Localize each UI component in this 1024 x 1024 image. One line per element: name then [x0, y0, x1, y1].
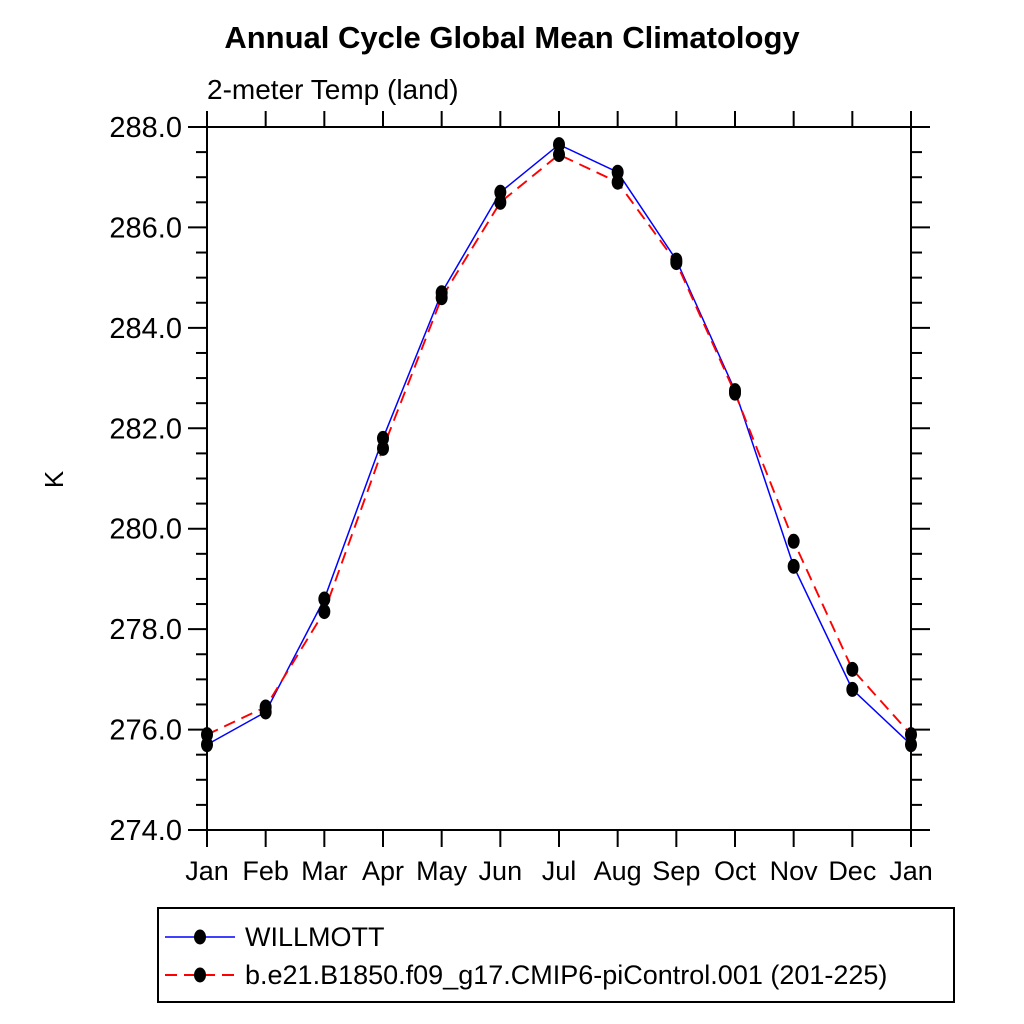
data-point-marker-1: [318, 604, 331, 620]
data-point-marker-0: [318, 591, 331, 607]
data-point-marker-1: [670, 255, 683, 271]
data-point-marker-1: [787, 533, 800, 549]
data-point-marker-1: [729, 385, 741, 401]
data-point-marker-0: [846, 681, 859, 697]
month-label: Mar: [301, 856, 348, 886]
data-point-marker-1: [553, 147, 565, 163]
legend-box: WILLMOTT b.e21.B1850.f09_g17.CMIP6-piCon…: [157, 907, 955, 1003]
data-point-marker-1: [435, 290, 448, 306]
data-point-marker-1: [905, 727, 917, 743]
y-tick-label: 282.0: [109, 413, 182, 445]
month-label: Aug: [594, 856, 642, 886]
legend-label-picontrol: b.e21.B1850.f09_g17.CMIP6-piControl.001 …: [245, 959, 888, 990]
series-line-1: [206, 153, 912, 736]
series-line-0: [206, 143, 912, 746]
data-point-marker-1: [494, 194, 507, 210]
y-tick-label: 286.0: [109, 212, 182, 244]
month-label: May: [416, 856, 468, 886]
month-label: Jan: [185, 856, 229, 886]
month-label: Jan: [889, 856, 933, 886]
chart-title: Annual Cycle Global Mean Climatology: [224, 20, 800, 55]
month-label: Apr: [362, 856, 404, 886]
month-label: Feb: [242, 856, 289, 886]
y-tick-label: 280.0: [109, 514, 182, 546]
month-label: Dec: [828, 856, 876, 886]
data-point-marker-1: [846, 661, 859, 677]
y-tick-label: 274.0: [109, 815, 182, 847]
data-point-marker-1: [377, 440, 389, 456]
y-tick-label: 284.0: [109, 313, 182, 345]
month-label: Jul: [542, 856, 577, 886]
axis-frame: [206, 126, 912, 831]
data-point-marker-1: [201, 727, 213, 743]
month-label: Jun: [479, 856, 523, 886]
legend-swatch-solid-line-dot-icon: [165, 929, 235, 945]
data-point-marker-1: [611, 174, 624, 190]
legend-row-willmott: WILLMOTT: [163, 922, 385, 952]
month-label: Oct: [714, 856, 757, 886]
y-tick-label: 288.0: [109, 112, 182, 144]
y-tick-label: 276.0: [109, 715, 182, 747]
month-label: Sep: [652, 856, 700, 886]
month-label: Nov: [770, 856, 819, 886]
chart-subtitle: 2-meter Temp (land): [207, 74, 459, 105]
legend-row-picontrol: b.e21.B1850.f09_g17.CMIP6-piControl.001 …: [163, 960, 887, 990]
data-point-marker-0: [787, 558, 800, 574]
y-tick-label: 278.0: [109, 614, 182, 646]
legend-label-willmott: WILLMOTT: [245, 921, 385, 952]
legend-swatch-dashed-line-dot-icon: [165, 967, 235, 983]
data-point-marker-1: [259, 699, 272, 715]
